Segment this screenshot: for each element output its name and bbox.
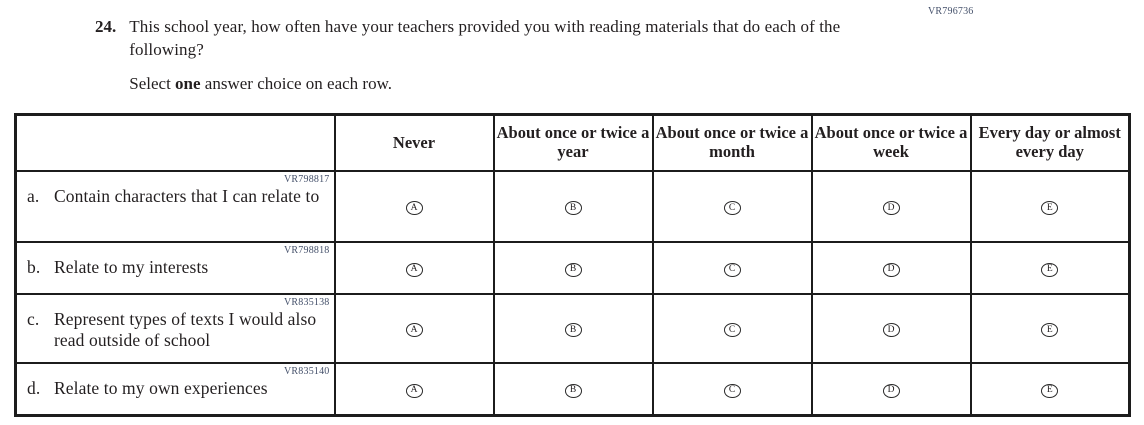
option-cell: B xyxy=(492,292,654,364)
instruction-prefix: Select xyxy=(129,73,176,93)
answer-bubble-a[interactable]: A xyxy=(405,262,423,277)
form-id-code: VR796736 xyxy=(928,6,974,17)
option-cell: D xyxy=(810,169,972,243)
row-label-c: VR835138 c. Represent types of texts I wo… xyxy=(14,292,336,364)
answer-bubble-b[interactable]: B xyxy=(564,384,582,399)
row-code: VR835138 xyxy=(284,296,330,308)
option-cell: A xyxy=(333,361,495,417)
question-block: 24. This school year, how often have you… xyxy=(95,16,915,95)
answer-bubble-e[interactable]: E xyxy=(1041,384,1059,399)
answer-bubble-d[interactable]: D xyxy=(882,201,900,216)
option-cell: E xyxy=(969,292,1131,364)
answer-bubble-d[interactable]: D xyxy=(882,384,900,399)
row-label-text: Relate to my own experiences xyxy=(54,377,268,398)
answer-bubble-e[interactable]: E xyxy=(1041,262,1059,277)
question-text: This school year, how often have your te… xyxy=(129,17,841,59)
option-cell: B xyxy=(492,361,654,417)
option-cell: D xyxy=(810,292,972,364)
question-instruction: Select one answer choice on each row. xyxy=(129,73,907,95)
option-cell: C xyxy=(651,292,813,364)
row-letter: b. xyxy=(27,256,41,277)
option-cell: A xyxy=(333,169,495,243)
option-cell: D xyxy=(810,240,972,295)
answer-matrix: Never About once or twice a year About o… xyxy=(14,113,1131,417)
option-cell: C xyxy=(651,361,813,417)
option-cell: E xyxy=(969,240,1131,295)
option-cell: A xyxy=(333,292,495,364)
corner-cell xyxy=(14,113,336,172)
row-letter: c. xyxy=(27,308,40,329)
answer-bubble-b[interactable]: B xyxy=(564,201,582,216)
row-label-text: Contain characters that I can relate to xyxy=(54,185,320,206)
row-label-d: VR835140 d. Relate to my own experiences xyxy=(14,361,336,417)
row-label-text: Represent types of texts I would also re… xyxy=(54,308,317,350)
table-row-b: VR798818 b. Relate to my interests A B C … xyxy=(14,240,1131,295)
answer-bubble-a[interactable]: A xyxy=(405,384,423,399)
row-letter: a. xyxy=(27,185,40,206)
option-cell: D xyxy=(810,361,972,417)
answer-bubble-e[interactable]: E xyxy=(1041,201,1059,216)
header-row: Never About once or twice a year About o… xyxy=(14,113,1131,172)
row-letter: d. xyxy=(27,377,41,398)
row-label-a: VR798817 a. Contain characters that I can… xyxy=(14,169,336,243)
table-row-d: VR835140 d. Relate to my own experiences … xyxy=(14,361,1131,417)
option-cell: E xyxy=(969,169,1131,243)
answer-bubble-b[interactable]: B xyxy=(564,323,582,338)
option-cell: A xyxy=(333,240,495,295)
answer-bubble-b[interactable]: B xyxy=(564,262,582,277)
option-cell: C xyxy=(651,240,813,295)
option-cell: C xyxy=(651,169,813,243)
row-label-text: Relate to my interests xyxy=(54,256,209,277)
table-row-a: VR798817 a. Contain characters that I can… xyxy=(14,169,1131,243)
answer-bubble-d[interactable]: D xyxy=(882,262,900,277)
answer-bubble-e[interactable]: E xyxy=(1041,323,1059,338)
instruction-bold-word: one xyxy=(175,73,201,93)
answer-bubble-c[interactable]: C xyxy=(723,323,741,338)
column-header-never: Never xyxy=(333,113,495,172)
answer-bubble-c[interactable]: C xyxy=(723,201,741,216)
option-cell: E xyxy=(969,361,1131,417)
row-code: VR798817 xyxy=(284,173,330,185)
answer-bubble-c[interactable]: C xyxy=(723,384,741,399)
row-label-b: VR798818 b. Relate to my interests xyxy=(14,240,336,295)
table-row-c: VR835138 c. Represent types of texts I wo… xyxy=(14,292,1131,364)
answer-bubble-d[interactable]: D xyxy=(882,323,900,338)
row-code: VR835140 xyxy=(284,365,330,377)
column-header-everyday: Every day or almost every day xyxy=(969,113,1131,172)
question-body: This school year, how often have your te… xyxy=(129,16,907,95)
answer-bubble-c[interactable]: C xyxy=(723,262,741,277)
column-header-year: About once or twice a year xyxy=(492,113,654,172)
column-header-month: About once or twice a month xyxy=(651,113,813,172)
column-header-week: About once or twice a week xyxy=(810,113,972,172)
question-number: 24. xyxy=(95,17,117,36)
option-cell: B xyxy=(492,169,654,243)
answer-bubble-a[interactable]: A xyxy=(405,201,423,216)
row-code: VR798818 xyxy=(284,244,330,256)
option-cell: B xyxy=(492,240,654,295)
instruction-suffix: answer choice on each row. xyxy=(200,73,393,93)
answer-bubble-a[interactable]: A xyxy=(405,323,423,338)
